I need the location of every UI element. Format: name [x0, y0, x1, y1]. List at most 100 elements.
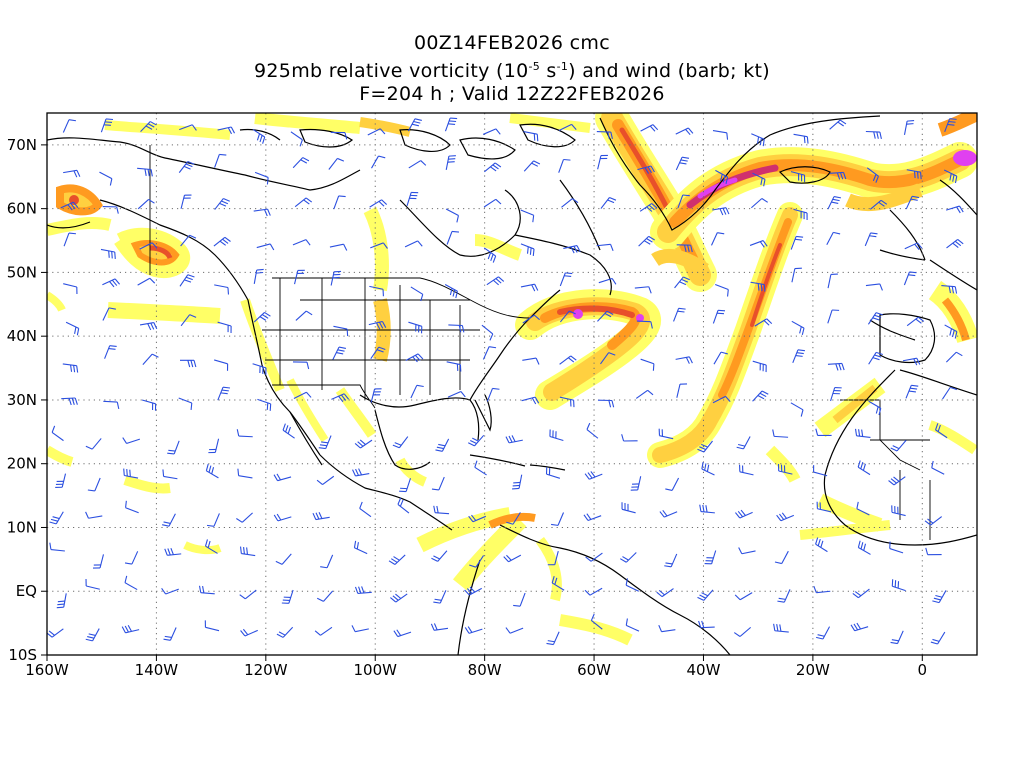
- wind-barb: [430, 623, 449, 631]
- wind-barb: [446, 230, 460, 245]
- wind-barb: [435, 438, 450, 452]
- lat-tick-label: EQ: [16, 582, 37, 600]
- wind-barb: [99, 171, 113, 186]
- wind-barb: [513, 592, 526, 607]
- wind-barb: [637, 165, 655, 174]
- wind-barb: [236, 512, 253, 523]
- wind-barb: [123, 468, 139, 479]
- wind-barb: [369, 285, 384, 297]
- wind-barb: [104, 345, 117, 359]
- wind-barb: [85, 438, 102, 450]
- wind-barb: [674, 276, 690, 289]
- wind-barb: [469, 555, 485, 568]
- wind-barb: [60, 201, 79, 211]
- wind-barb: [777, 463, 793, 475]
- wind-barb: [62, 119, 77, 133]
- wind-barb: [625, 578, 639, 592]
- wind-barb: [294, 197, 313, 208]
- wind-barb: [791, 320, 805, 336]
- wind-barb: [404, 240, 423, 248]
- wind-barb: [902, 357, 921, 366]
- wind-barb: [697, 440, 713, 453]
- wind-barb: [295, 310, 313, 321]
- wind-barb: [292, 361, 310, 370]
- wind-barb: [870, 199, 888, 210]
- wind-barb: [137, 167, 153, 177]
- wind-barb: [63, 283, 78, 295]
- wind-barb: [935, 423, 948, 439]
- wind-barb: [93, 554, 105, 569]
- wind-barbs: [47, 117, 964, 646]
- wind-barb: [448, 324, 465, 333]
- wind-barb: [162, 513, 176, 527]
- wind-barb: [431, 476, 445, 491]
- wind-barb: [827, 196, 842, 210]
- wind-barb: [638, 235, 655, 247]
- wind-barb: [482, 346, 497, 360]
- wind-barb: [941, 284, 958, 294]
- wind-barb: [329, 243, 348, 251]
- wind-barb: [904, 242, 923, 250]
- wind-barb: [240, 628, 258, 637]
- wind-barb: [856, 501, 870, 516]
- wind-barb: [397, 497, 410, 514]
- wind-barb: [433, 590, 447, 604]
- wind-barb: [545, 467, 561, 479]
- wind-barb: [868, 351, 883, 365]
- wind-barb: [320, 554, 334, 569]
- wind-barb: [293, 269, 305, 285]
- wind-barb: [85, 578, 100, 590]
- wind-barb: [162, 469, 178, 480]
- wind-barb: [854, 428, 871, 438]
- wind-barb: [733, 626, 752, 637]
- wind-barb: [367, 128, 386, 136]
- wind-barb: [791, 267, 802, 283]
- wind-barb: [772, 429, 789, 438]
- wind-barb: [253, 268, 264, 284]
- wind-barb: [217, 321, 232, 333]
- wind-barb: [253, 311, 271, 323]
- wind-barb: [239, 589, 257, 600]
- wind-barb: [482, 128, 501, 135]
- wind-barb: [252, 128, 266, 144]
- wind-barb: [468, 434, 485, 447]
- wind-barb: [47, 628, 64, 638]
- wind-barb: [621, 502, 636, 514]
- wind-barb: [790, 235, 804, 250]
- wind-barb: [830, 387, 842, 402]
- wind-barb: [621, 434, 638, 442]
- wind-barb: [865, 283, 883, 291]
- wind-barb: [142, 353, 159, 365]
- wind-barb: [407, 118, 422, 132]
- wind-barb: [793, 133, 809, 144]
- wind-barb: [635, 389, 654, 399]
- wind-barb: [405, 353, 424, 363]
- wind-barb: [217, 386, 231, 401]
- wind-barb: [630, 476, 642, 491]
- wind-barb: [827, 273, 838, 289]
- wind-barb: [675, 127, 694, 136]
- wind-barb: [523, 160, 541, 172]
- wind-barb: [139, 321, 158, 331]
- wind-barb: [813, 465, 828, 477]
- wind-barb: [237, 468, 253, 479]
- wind-barb: [925, 547, 942, 556]
- wind-barb: [750, 281, 766, 292]
- wind-barb: [584, 471, 603, 480]
- wind-barb: [316, 590, 334, 602]
- wind-barb: [100, 248, 116, 260]
- wind-barb: [942, 386, 958, 400]
- wind-barb: [179, 274, 195, 287]
- wind-barb: [121, 624, 140, 634]
- wind-barb: [204, 620, 220, 632]
- wind-barb: [558, 123, 577, 131]
- wind-barb: [549, 429, 564, 442]
- wind-barb: [214, 359, 229, 371]
- wind-barb: [65, 321, 80, 336]
- wind-barb: [713, 351, 728, 365]
- wind-barb: [62, 363, 79, 373]
- axis-ticks: [41, 144, 923, 661]
- wind-barb: [561, 198, 579, 208]
- wind-barb: [213, 236, 231, 247]
